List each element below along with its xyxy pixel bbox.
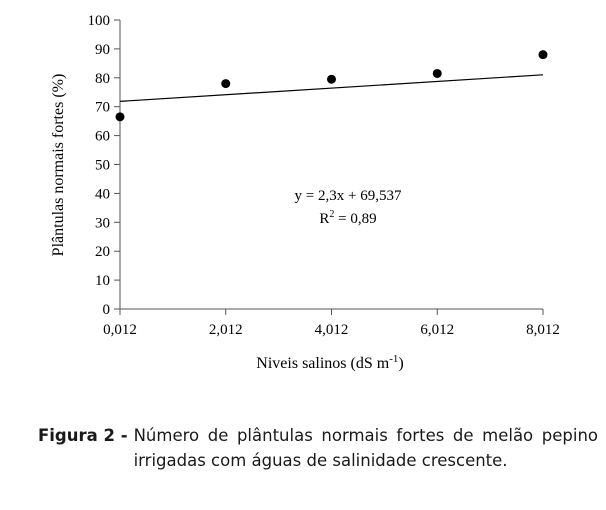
y-tick-label: 50 <box>95 158 110 174</box>
x-tick-label: 2,012 <box>209 322 243 338</box>
r-squared-value: = 0,89 <box>334 211 376 227</box>
figure-caption: Figura 2 - Número de plântulas normais f… <box>38 423 598 473</box>
x-axis-title-end: ) <box>398 355 403 372</box>
chart: 0 10 20 30 40 50 60 70 80 90 100 0,012 2,012 4,012 6,… <box>50 13 560 372</box>
data-point <box>327 74 336 84</box>
x-tick-label: 4,012 <box>315 322 349 338</box>
x-axis: 0,012 2,012 4,012 6,012 8,012 <box>103 308 560 338</box>
data-point <box>115 112 125 122</box>
y-axis-title: Plântulas normais fortes (%) <box>50 74 67 257</box>
data-points <box>115 50 548 122</box>
y-tick-label: 60 <box>95 129 110 145</box>
y-tick-label: 80 <box>95 71 110 87</box>
r-squared-sup: 2 <box>329 209 334 220</box>
x-tick-label: 8,012 <box>526 322 560 338</box>
x-tick-label: 0,012 <box>103 322 137 338</box>
figure-caption-text: Número de plântulas normais fortes de me… <box>133 426 598 470</box>
trendline-group <box>119 74 544 102</box>
trendline <box>119 74 544 102</box>
r-squared-symbol: R <box>319 211 329 227</box>
y-tick-label: 20 <box>95 244 110 260</box>
y-tick-label: 0 <box>103 302 111 318</box>
y-tick-label: 10 <box>95 273 110 289</box>
trendline-equation: y = 2,3x + 69,537 <box>295 188 402 204</box>
x-axis-title: Niveis salinos (dS m-1) <box>256 353 403 372</box>
y-tick-label: 40 <box>95 186 110 202</box>
x-axis-title-main: Niveis salinos (dS m <box>256 355 389 372</box>
data-point <box>221 79 231 89</box>
y-tick-label: 100 <box>88 13 111 29</box>
data-point <box>432 68 442 78</box>
y-tick-label: 90 <box>95 42 110 58</box>
y-tick-label: 30 <box>95 215 110 231</box>
figure-label: Figura 2 - <box>38 426 128 445</box>
y-tick-label: 70 <box>95 100 110 116</box>
x-axis-title-sup: -1 <box>389 353 398 365</box>
data-point <box>538 50 548 60</box>
x-tick-label: 6,012 <box>420 322 454 338</box>
r-squared: R2 = 0,89 <box>319 209 376 227</box>
y-axis: 0 10 20 30 40 50 60 70 80 90 100 <box>88 13 121 318</box>
